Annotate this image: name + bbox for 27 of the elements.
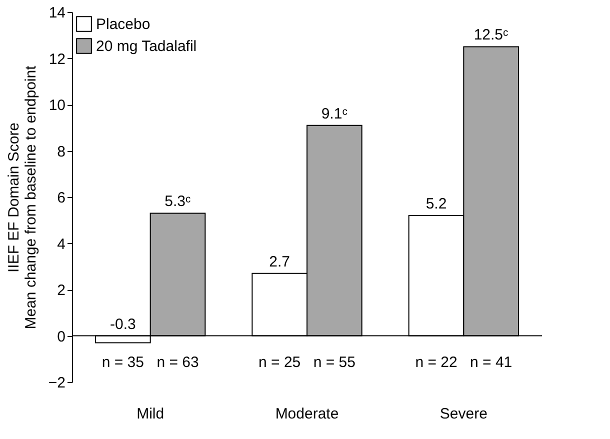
data-label: 5.3ᶜ [164,193,191,210]
annotation: n = 25 [258,354,301,371]
y-tick-label: −2 [48,374,66,392]
data-label: 12.5ᶜ [474,26,508,44]
y-tick-label: 10 [48,97,66,114]
legend-label: Placebo [96,16,150,33]
data-label: -0.3 [110,316,136,333]
y-tick-label: 4 [57,236,66,253]
x-tick-label: Mild [136,406,164,422]
data-label: 2.7 [269,253,290,270]
data-label: 5.2 [426,196,447,212]
data-label: 9.1ᶜ [321,105,348,122]
y-tick-label: 0 [57,328,66,346]
annotation: n = 35 [102,354,144,371]
x-tick-label: Severe [440,406,488,422]
x-tick-label: Moderate [275,406,339,422]
y-axis-title: IIEF EF Domain Score Mean change from baseline to endpoint [5,64,40,330]
y-tick-label: 14 [48,4,66,22]
y-tick-label: 8 [57,143,66,160]
y-tick-label: 6 [57,190,66,206]
annotation: n = 41 [470,354,512,371]
legend-label: 20 mg Tadalafil [96,38,197,55]
annotation: n = 55 [313,354,356,371]
annotation: n = 63 [156,354,199,371]
y-tick-label: 2 [57,282,66,299]
annotation: n = 22 [415,354,458,371]
y-tick-label: 12 [48,50,66,68]
